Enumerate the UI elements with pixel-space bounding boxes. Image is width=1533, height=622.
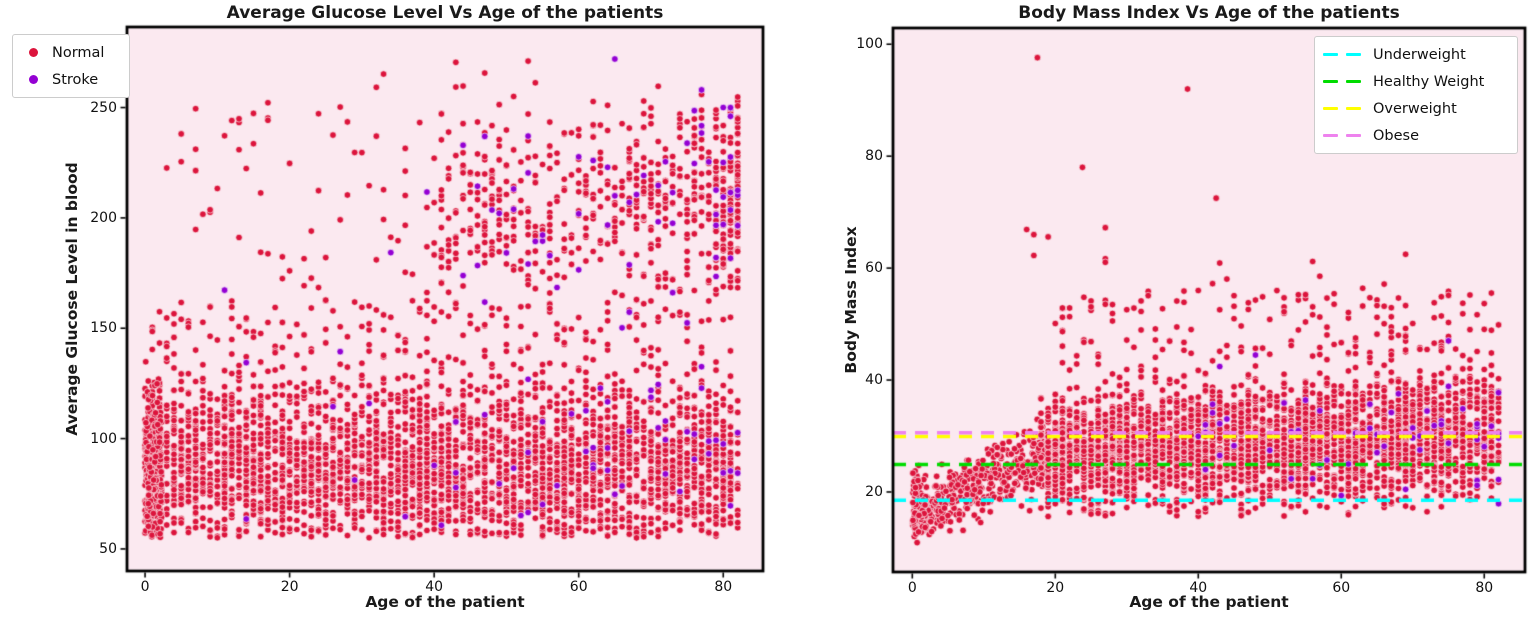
legend-item-healthy-weight: Healthy Weight <box>1321 68 1507 95</box>
legend-label-normal: Normal <box>52 44 105 61</box>
legend-label-obese: Obese <box>1373 127 1420 144</box>
legend-item-underweight: Underweight <box>1321 41 1507 68</box>
legend-item-normal: Normal <box>19 39 119 66</box>
legend-label-stroke: Stroke <box>52 71 99 88</box>
left-chart-ylabel: Average Glucose Level in blood <box>63 162 81 436</box>
right-chart-ylabel: Body Mass Index <box>842 226 860 374</box>
legend-item-obese: Obese <box>1321 122 1507 149</box>
y-tick-label: 100 <box>856 36 883 53</box>
legend-label-healthy-weight: Healthy Weight <box>1373 73 1485 90</box>
x-tick-label: 40 <box>425 579 444 595</box>
y-tick-label: 100 <box>90 430 117 447</box>
left-chart-xlabel: Age of the patient <box>365 593 525 611</box>
x-tick-label: 40 <box>1189 580 1208 596</box>
underweight-dash-icon <box>1323 52 1361 57</box>
x-tick-label: 20 <box>280 579 299 595</box>
y-tick-label: 250 <box>90 99 117 116</box>
y-tick-label: 40 <box>865 372 883 389</box>
left-chart-title: Average Glucose Level Vs Age of the pati… <box>226 3 664 23</box>
x-tick-label: 60 <box>569 579 588 595</box>
x-tick-label: 0 <box>140 579 150 595</box>
x-tick-label: 80 <box>1475 580 1494 596</box>
x-tick-label: 0 <box>907 580 917 596</box>
legend-item-stroke: Stroke <box>19 66 119 93</box>
legend-label-underweight: Underweight <box>1373 46 1466 63</box>
glucose-legend: Normal Stroke <box>12 34 130 98</box>
normal-dot-icon <box>29 48 38 57</box>
obese-dash-icon <box>1323 133 1361 138</box>
y-tick-label: 80 <box>865 148 883 165</box>
x-tick-label: 20 <box>1046 580 1065 596</box>
legend-item-overweight: Overweight <box>1321 95 1507 122</box>
x-tick-label: 60 <box>1332 580 1351 596</box>
y-tick-label: 200 <box>90 209 117 226</box>
x-tick-label: 80 <box>714 579 733 595</box>
y-tick-label: 150 <box>90 320 117 337</box>
healthy-weight-dash-icon <box>1323 79 1361 84</box>
stroke-dot-icon <box>29 75 38 84</box>
right-chart-xlabel: Age of the patient <box>1129 593 1289 611</box>
y-tick-label: 20 <box>865 483 883 500</box>
legend-label-overweight: Overweight <box>1373 100 1457 117</box>
y-tick-label: 60 <box>865 260 883 277</box>
overweight-dash-icon <box>1323 106 1361 111</box>
right-chart-title: Body Mass Index Vs Age of the patients <box>1018 3 1400 23</box>
bmi-legend: Underweight Healthy Weight Overweight Ob… <box>1314 36 1518 154</box>
y-tick-label: 50 <box>99 540 117 557</box>
